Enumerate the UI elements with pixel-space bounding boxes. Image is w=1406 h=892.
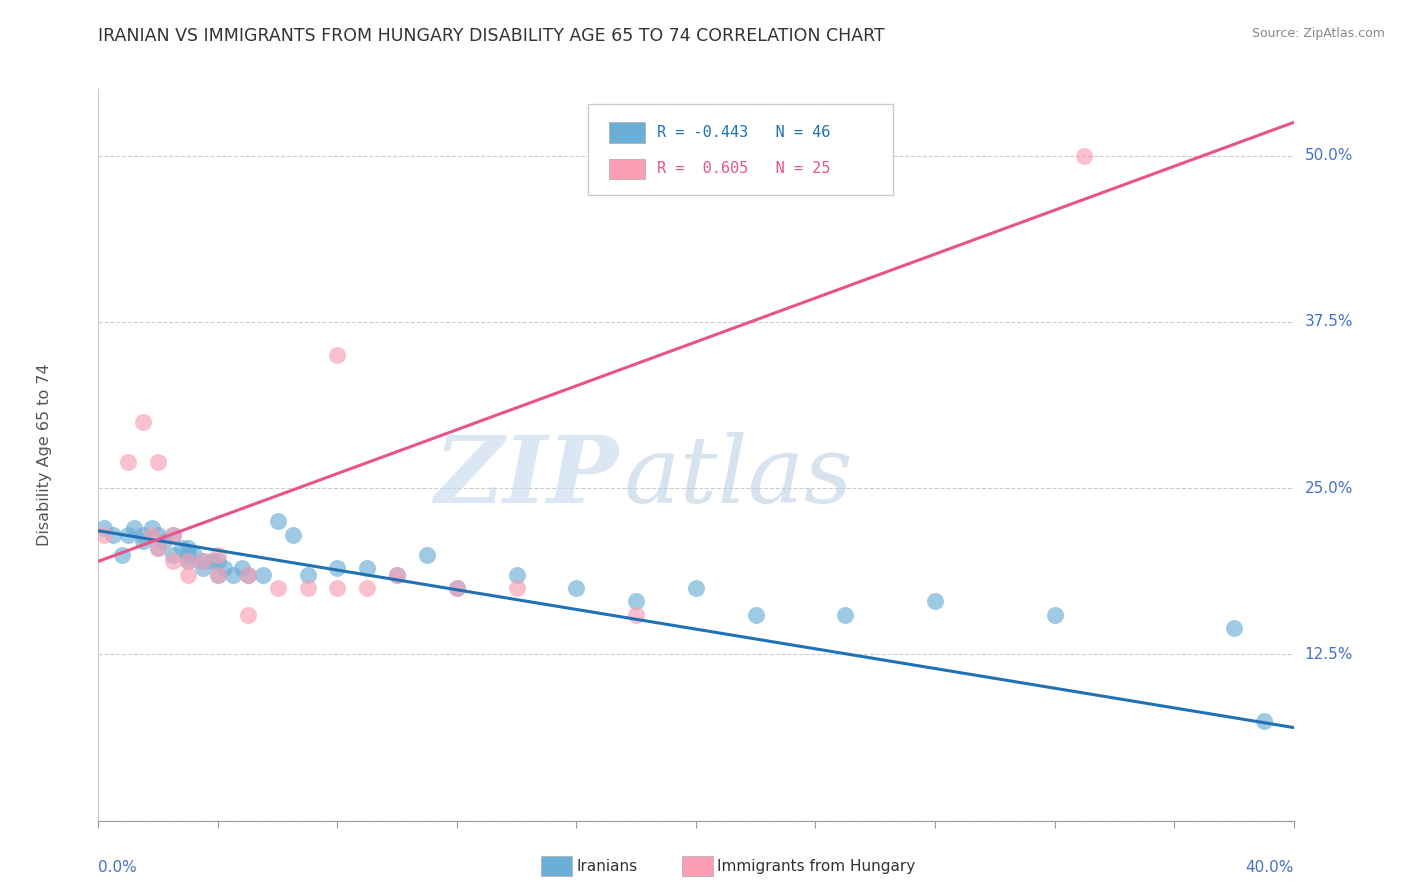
- Point: [148, 541, 170, 555]
- Point: [191, 561, 214, 575]
- Text: 40.0%: 40.0%: [1246, 860, 1294, 874]
- Point: [162, 527, 184, 541]
- Text: Immigrants from Hungary: Immigrants from Hungary: [717, 859, 915, 873]
- Point: [117, 527, 139, 541]
- Point: [103, 527, 125, 541]
- Point: [252, 567, 274, 582]
- Point: [1223, 621, 1246, 635]
- Point: [132, 415, 155, 429]
- Point: [385, 567, 409, 582]
- Point: [148, 454, 170, 468]
- Text: R =  0.605   N = 25: R = 0.605 N = 25: [657, 161, 830, 176]
- Text: 37.5%: 37.5%: [1305, 315, 1353, 329]
- Point: [267, 581, 290, 595]
- Point: [506, 567, 529, 582]
- Point: [207, 554, 229, 568]
- Point: [222, 567, 245, 582]
- Point: [212, 561, 235, 575]
- Point: [153, 534, 176, 549]
- Text: 12.5%: 12.5%: [1305, 647, 1353, 662]
- Text: Source: ZipAtlas.com: Source: ZipAtlas.com: [1251, 27, 1385, 40]
- Point: [236, 567, 259, 582]
- Point: [162, 527, 184, 541]
- Point: [281, 527, 304, 541]
- Point: [207, 567, 229, 582]
- Point: [745, 607, 768, 622]
- Point: [834, 607, 856, 622]
- Point: [177, 541, 200, 555]
- Point: [207, 567, 229, 582]
- Point: [356, 561, 378, 575]
- Point: [446, 581, 468, 595]
- Text: IRANIAN VS IMMIGRANTS FROM HUNGARY DISABILITY AGE 65 TO 74 CORRELATION CHART: IRANIAN VS IMMIGRANTS FROM HUNGARY DISAB…: [98, 27, 886, 45]
- Point: [191, 554, 214, 568]
- FancyBboxPatch shape: [588, 103, 893, 195]
- Point: [207, 548, 229, 562]
- Point: [148, 541, 170, 555]
- Point: [162, 554, 184, 568]
- Point: [416, 548, 439, 562]
- Point: [356, 581, 378, 595]
- Point: [297, 567, 319, 582]
- Point: [148, 527, 170, 541]
- Point: [93, 527, 115, 541]
- FancyBboxPatch shape: [609, 122, 644, 143]
- Point: [297, 581, 319, 595]
- Point: [93, 521, 115, 535]
- Point: [326, 581, 349, 595]
- Point: [177, 554, 200, 568]
- Point: [236, 607, 259, 622]
- Text: R = -0.443   N = 46: R = -0.443 N = 46: [657, 125, 830, 140]
- Point: [177, 567, 200, 582]
- Point: [124, 521, 146, 535]
- Point: [236, 567, 259, 582]
- Point: [183, 548, 205, 562]
- Point: [177, 548, 200, 562]
- Point: [924, 594, 946, 608]
- Point: [624, 607, 647, 622]
- Point: [111, 548, 134, 562]
- Point: [446, 581, 468, 595]
- Point: [326, 348, 349, 362]
- Point: [177, 554, 200, 568]
- Point: [132, 527, 155, 541]
- Text: 50.0%: 50.0%: [1305, 148, 1353, 163]
- Point: [141, 527, 163, 541]
- Point: [231, 561, 253, 575]
- Point: [267, 515, 290, 529]
- Text: Iranians: Iranians: [576, 859, 637, 873]
- Text: atlas: atlas: [624, 432, 853, 522]
- Point: [1253, 714, 1275, 728]
- Point: [506, 581, 529, 595]
- Point: [624, 594, 647, 608]
- Point: [162, 548, 184, 562]
- FancyBboxPatch shape: [609, 159, 644, 179]
- Point: [685, 581, 707, 595]
- Point: [1043, 607, 1066, 622]
- Point: [117, 454, 139, 468]
- Point: [191, 554, 214, 568]
- Point: [172, 541, 194, 555]
- Point: [141, 521, 163, 535]
- Point: [326, 561, 349, 575]
- Point: [201, 554, 224, 568]
- Text: ZIP: ZIP: [434, 432, 619, 522]
- Point: [132, 534, 155, 549]
- Point: [1073, 149, 1095, 163]
- Point: [385, 567, 409, 582]
- Text: Disability Age 65 to 74: Disability Age 65 to 74: [37, 364, 52, 546]
- Point: [565, 581, 588, 595]
- Text: 25.0%: 25.0%: [1305, 481, 1353, 496]
- Text: 0.0%: 0.0%: [98, 860, 138, 874]
